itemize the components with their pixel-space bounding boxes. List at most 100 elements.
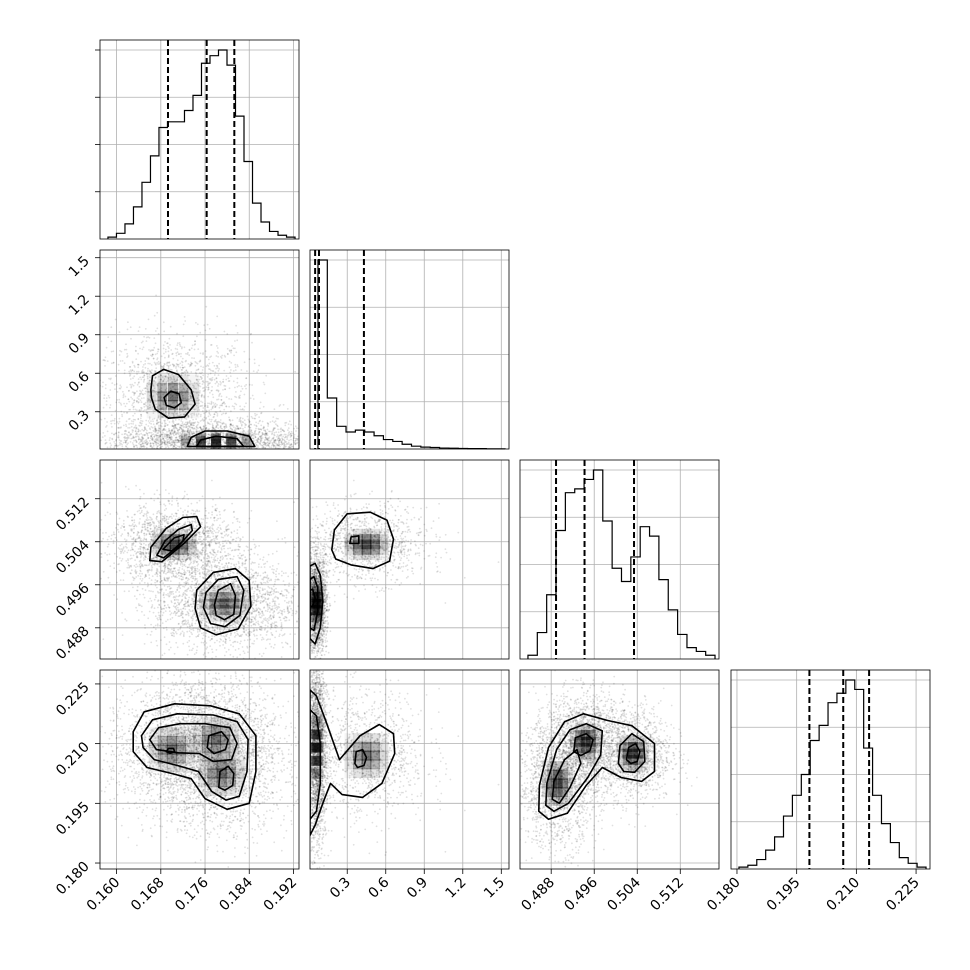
scatter-point: [163, 421, 166, 423]
scatter-point: [260, 439, 263, 441]
scatter-point: [175, 412, 178, 415]
scatter-point: [183, 403, 186, 406]
scatter-point: [206, 525, 209, 528]
scatter-point: [226, 525, 229, 527]
scatter-point: [155, 572, 158, 575]
scatter-point: [179, 343, 181, 346]
scatter-point: [131, 523, 134, 526]
scatter-point: [136, 454, 138, 456]
panel-frame: [99, 249, 300, 450]
scatter-point: [139, 575, 142, 578]
scatter-point: [234, 443, 236, 446]
scatter-point: [200, 455, 202, 457]
scatter-point: [217, 450, 219, 452]
scatter-point: [259, 443, 262, 446]
scatter-point: [170, 444, 173, 447]
scatter-point: [341, 436, 343, 438]
scatter-point: [241, 387, 244, 390]
scatter-point: [209, 372, 212, 375]
scatter-point: [269, 430, 271, 433]
scatter-point: [173, 415, 175, 418]
scatter-point: [192, 432, 195, 435]
scatter-point: [245, 377, 248, 379]
scatter-point: [191, 540, 194, 543]
density-cell: [226, 430, 237, 441]
scatter-point: [180, 436, 183, 438]
scatter-point: [162, 409, 165, 412]
scatter-point: [207, 388, 210, 391]
scatter-point: [188, 571, 191, 574]
scatter-point: [217, 454, 219, 456]
scatter-point: [260, 428, 262, 430]
scatter-point: [340, 450, 342, 452]
scatter-point: [193, 427, 196, 430]
scatter-point: [162, 400, 165, 403]
scatter-point: [201, 449, 203, 451]
scatter-point: [149, 362, 151, 365]
scatter-point: [273, 408, 276, 411]
scatter-point: [149, 533, 151, 535]
scatter-point: [248, 440, 251, 443]
scatter-point: [244, 424, 247, 426]
scatter-point: [236, 444, 239, 446]
scatter-point: [208, 442, 210, 445]
scatter-point: [178, 584, 181, 586]
scatter-point: [155, 441, 157, 444]
scatter-point: [165, 437, 168, 440]
scatter-point: [155, 556, 158, 558]
scatter-points: [71, 294, 343, 460]
scatter-point: [173, 364, 175, 367]
scatter-point: [185, 369, 188, 371]
scatter-point: [134, 349, 137, 352]
scatter-point: [191, 455, 193, 457]
scatter-point: [216, 413, 219, 415]
scatter-point: [111, 432, 113, 435]
scatter-point: [287, 441, 290, 444]
scatter-point: [122, 572, 125, 575]
scatter-point: [239, 436, 242, 439]
scatter-point: [207, 560, 210, 563]
scatter-point: [330, 441, 332, 443]
scatter-point: [135, 428, 137, 430]
scatter-point: [218, 433, 221, 436]
scatter-point: [106, 446, 109, 449]
scatter-point: [175, 436, 178, 439]
scatter-point: [185, 434, 187, 437]
scatter-point: [142, 437, 145, 440]
scatter-point: [186, 371, 189, 374]
scatter-point: [147, 437, 150, 439]
scatter-point: [286, 452, 288, 454]
scatter-point: [156, 529, 159, 531]
scatter-point: [195, 548, 197, 551]
scatter-point: [203, 395, 206, 397]
scatter-point: [162, 416, 165, 418]
scatter-point: [160, 453, 162, 455]
scatter-point: [284, 440, 286, 442]
scatter-point: [123, 430, 126, 433]
scatter-point: [296, 427, 298, 430]
scatter-point: [194, 534, 197, 537]
scatter-point: [170, 435, 173, 438]
scatter-point: [151, 354, 154, 356]
scatter-point: [311, 458, 313, 460]
scatter-point: [248, 424, 250, 427]
scatter-point: [190, 371, 193, 373]
scatter-point: [214, 452, 216, 454]
scatter-point: [141, 443, 144, 445]
scatter-point: [164, 423, 166, 425]
scatter-point: [220, 399, 223, 401]
scatter-point: [185, 359, 188, 362]
scatter-point: [198, 372, 201, 374]
scatter-point: [274, 439, 277, 441]
scatter-point: [220, 451, 222, 453]
scatter-point: [205, 521, 208, 524]
scatter-point: [198, 533, 201, 536]
scatter-point: [193, 427, 196, 429]
scatter-point: [156, 439, 158, 442]
scatter-point: [262, 425, 265, 428]
scatter-point: [262, 405, 265, 408]
scatter-point: [71, 362, 73, 364]
scatter-point: [225, 434, 228, 437]
histogram-bar: [337, 426, 346, 449]
scatter-point: [185, 433, 188, 436]
